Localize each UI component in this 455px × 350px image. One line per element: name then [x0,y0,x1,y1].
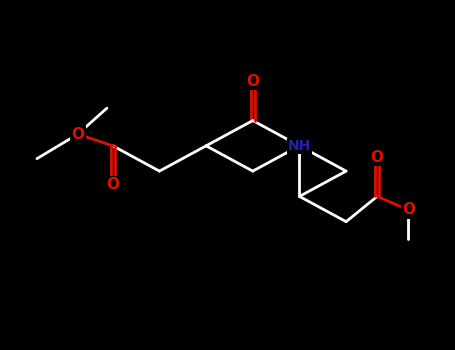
Text: O: O [371,150,384,165]
Text: O: O [402,203,415,217]
Text: NH: NH [288,139,311,153]
Text: O: O [246,74,259,89]
Text: O: O [106,177,119,192]
Text: O: O [71,127,84,142]
